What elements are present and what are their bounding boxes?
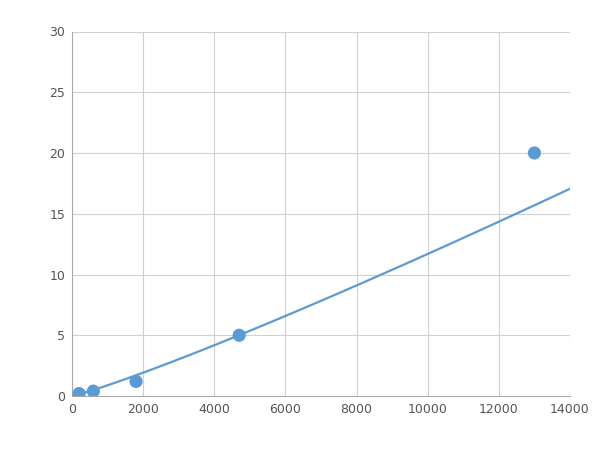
Point xyxy=(89,387,98,395)
Point xyxy=(131,378,141,385)
Point xyxy=(530,149,539,157)
Point xyxy=(74,390,84,397)
Point xyxy=(235,332,244,339)
